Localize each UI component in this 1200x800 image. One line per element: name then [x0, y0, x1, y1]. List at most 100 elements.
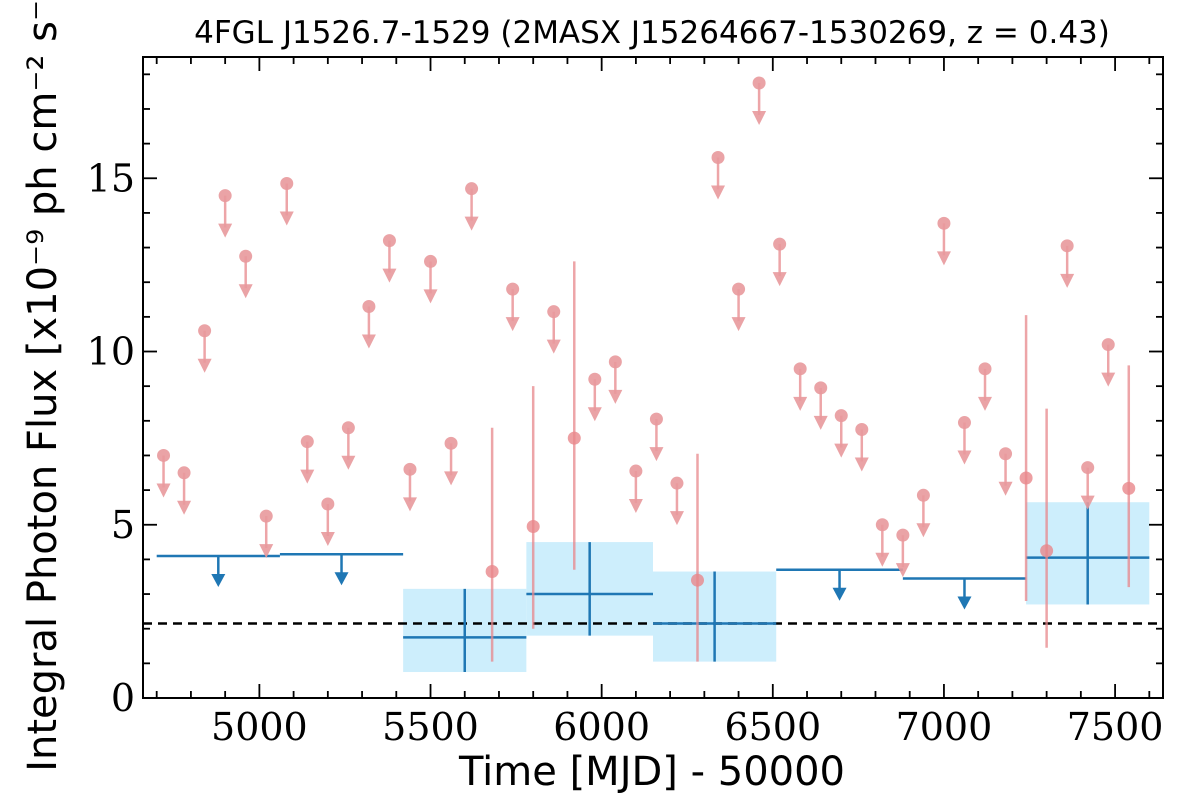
fine-upper-limit-arrow-25	[752, 110, 767, 125]
fine-upper-limit-point-9	[341, 421, 355, 435]
y-axis-label: Integral Photon Flux [x10⁻⁹ ph cm⁻² s⁻¹]	[20, 0, 66, 772]
fine-upper-limit-point-38	[1060, 239, 1074, 253]
fine-upper-limit-point-39	[1081, 461, 1095, 475]
fine-upper-limit-point-36	[978, 362, 992, 376]
fine-upper-limit-arrow-37	[998, 481, 1013, 496]
fine-upper-limit-arrow-8	[320, 531, 335, 546]
fine-upper-limit-point-29	[834, 409, 848, 423]
fine-upper-limit-arrow-32	[895, 563, 910, 578]
coarse-upper-limit-arrow-0	[211, 573, 226, 587]
y-tick-label: 10	[87, 330, 135, 374]
fine-upper-limit-arrow-15	[464, 216, 479, 231]
fine-upper-limit-arrow-12	[402, 497, 417, 512]
fine-upper-limit-point-32	[896, 528, 910, 542]
fine-upper-limit-arrow-35	[957, 450, 972, 465]
fine-upper-limit-point-14	[444, 436, 458, 450]
coarse-error-bands	[403, 502, 1150, 673]
coarse-series	[156, 502, 1150, 673]
fine-upper-limit-point-33	[916, 488, 930, 502]
fine-upper-limit-point-27	[793, 362, 807, 376]
fine-upper-limit-point-16	[506, 282, 520, 296]
fine-upper-limit-point-20	[629, 464, 643, 478]
fine-upper-limit-arrow-1	[177, 500, 192, 515]
coarse-upper-limit-arrow-1	[334, 572, 349, 586]
x-tick-label: 6000	[553, 705, 650, 749]
fine-detection-point-6	[1122, 481, 1136, 495]
fine-upper-limit-arrow-28	[813, 415, 828, 430]
fine-upper-limit-point-4	[239, 249, 253, 263]
fine-upper-limit-arrow-7	[300, 469, 315, 484]
fine-upper-limit-arrow-31	[875, 552, 890, 567]
fine-upper-limit-point-26	[773, 237, 787, 251]
fine-upper-limit-point-23	[711, 150, 725, 164]
fine-upper-limit-arrow-38	[1060, 273, 1075, 288]
fine-upper-limit-arrow-26	[772, 272, 787, 287]
x-tick-label: 7000	[896, 705, 993, 749]
axes	[142, 56, 1164, 699]
fine-upper-limit-point-6	[280, 176, 294, 190]
fine-upper-limit-arrow-40	[1101, 372, 1116, 387]
fine-upper-limit-point-25	[752, 76, 766, 90]
fine-upper-limit-arrow-6	[279, 211, 294, 226]
tick-labels: 5000 5500 6000 6500 7000 7500 0 5 10 15	[87, 156, 1164, 749]
fine-detection-point-3	[690, 573, 704, 587]
fine-upper-limit-arrow-19	[608, 389, 623, 404]
x-tick-label: 5500	[382, 705, 479, 749]
fine-upper-limit-arrow-30	[854, 457, 869, 472]
fine-upper-limit-point-19	[608, 355, 622, 369]
fine-upper-limit-point-2	[198, 324, 212, 338]
y-tick-label: 15	[87, 156, 135, 200]
fine-upper-limit-point-31	[875, 518, 889, 532]
x-tick-label: 6500	[724, 705, 821, 749]
fine-upper-limit-arrow-21	[649, 447, 664, 462]
fine-upper-limit-arrow-13	[423, 289, 438, 304]
fine-upper-limit-point-40	[1101, 338, 1115, 352]
fine-upper-limit-arrow-36	[978, 396, 993, 411]
x-tick-label: 5000	[211, 705, 308, 749]
fine-upper-limit-point-21	[649, 412, 663, 426]
fine-upper-limit-arrow-10	[361, 334, 376, 349]
fine-upper-limit-arrow-11	[382, 268, 397, 283]
fine-upper-limit-arrow-2	[197, 358, 212, 373]
fine-upper-limit-arrow-24	[731, 317, 746, 332]
fine-upper-limit-point-11	[382, 234, 396, 248]
fine-detection-point-0	[485, 565, 499, 579]
fine-upper-limit-point-18	[588, 372, 602, 386]
coarse-upper-limit-arrow-2	[832, 587, 847, 601]
fine-upper-limit-arrow-29	[834, 443, 849, 458]
fine-upper-limit-point-12	[403, 462, 417, 476]
chart-title: 4FGL J1526.7-1529 (2MASX J15264667-15302…	[194, 15, 1110, 51]
fine-upper-limit-arrow-18	[587, 407, 602, 422]
fine-upper-limit-arrow-5	[259, 544, 274, 559]
fine-upper-limit-arrow-22	[669, 511, 684, 526]
fine-upper-limit-point-37	[999, 447, 1013, 461]
fine-upper-limit-arrow-16	[505, 317, 520, 332]
fine-upper-limit-point-8	[321, 497, 335, 511]
fine-upper-limit-point-0	[157, 448, 171, 462]
fine-upper-limit-arrow-33	[916, 523, 931, 538]
fine-upper-limit-point-34	[937, 216, 951, 230]
fine-upper-limit-arrow-14	[444, 471, 459, 486]
fine-upper-limit-point-3	[218, 189, 232, 203]
coarse-upper-limit-arrow-3	[957, 596, 972, 610]
x-tick-label: 7500	[1067, 705, 1164, 749]
fine-detection-point-1	[526, 519, 540, 533]
fine-upper-limit-point-1	[177, 466, 191, 480]
fine-upper-limit-arrow-17	[546, 339, 561, 354]
fine-upper-limit-point-15	[465, 182, 479, 196]
fine-upper-limit-point-13	[424, 254, 438, 268]
fine-upper-limit-point-24	[732, 282, 746, 296]
y-tick-label: 5	[111, 503, 135, 547]
fine-upper-limit-arrow-3	[218, 223, 233, 238]
fine-upper-limit-point-10	[362, 299, 376, 313]
fine-upper-limit-point-7	[300, 435, 314, 449]
fine-upper-limit-arrow-0	[156, 483, 171, 498]
fine-upper-limit-point-28	[814, 381, 828, 395]
fine-upper-limit-arrow-4	[238, 284, 253, 299]
fine-upper-limit-arrow-20	[628, 499, 643, 514]
fine-upper-limit-point-22	[670, 476, 684, 490]
fine-upper-limit-arrow-23	[711, 185, 726, 200]
fine-upper-limit-point-30	[855, 422, 869, 436]
fine-upper-limit-arrow-27	[793, 396, 808, 411]
fine-upper-limit-point-35	[957, 416, 971, 430]
